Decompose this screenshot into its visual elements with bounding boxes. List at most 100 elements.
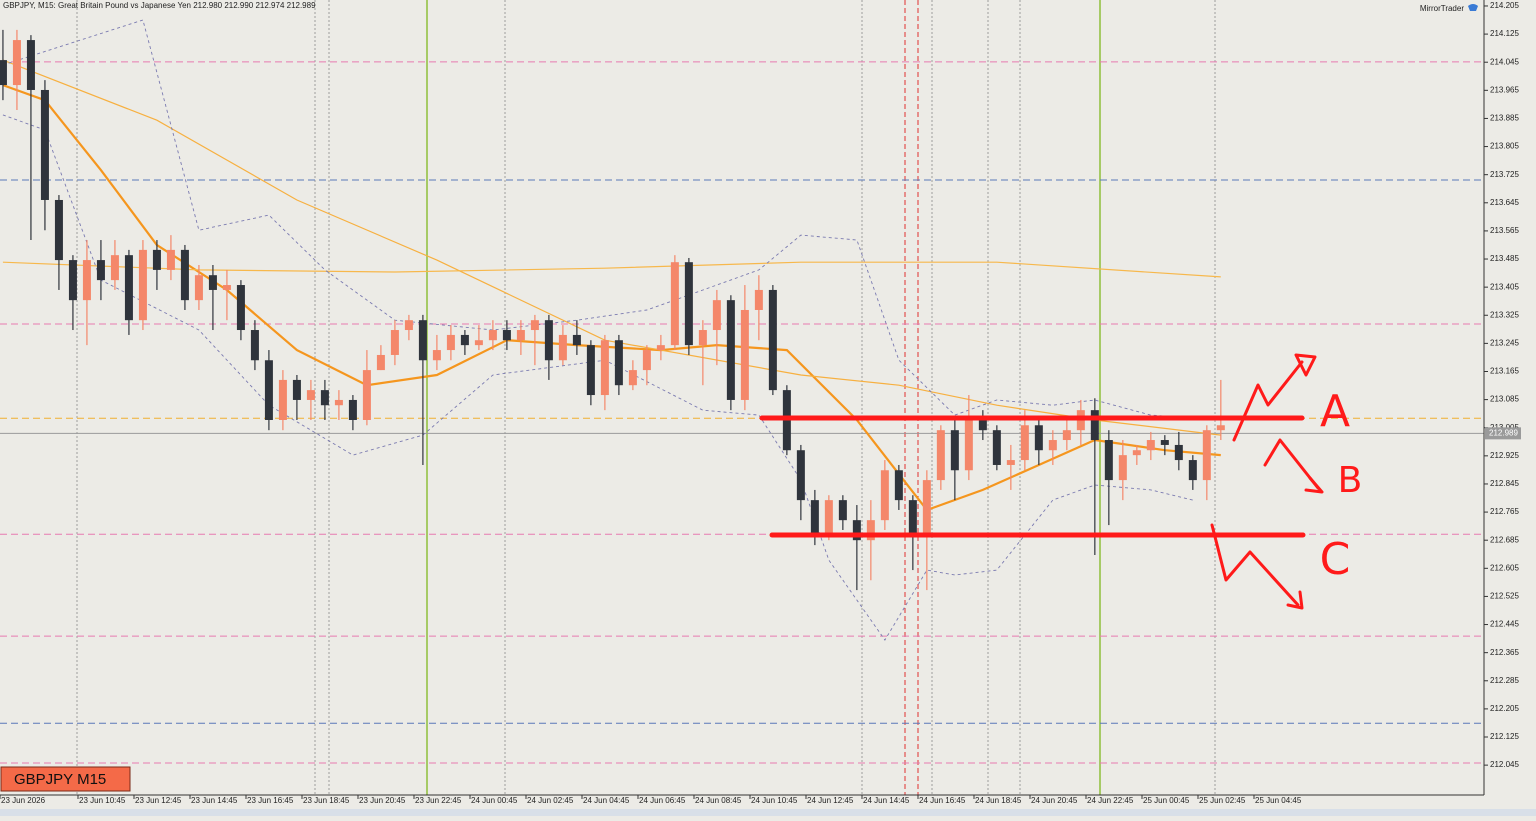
- y-tick-label: 213.165: [1490, 367, 1519, 376]
- brand-icon: [1468, 4, 1478, 11]
- annotation: C: [1320, 534, 1351, 585]
- candle-body: [264, 360, 273, 420]
- x-tick-label: 23 Jun 14:45: [191, 796, 238, 805]
- candle-body: [1132, 450, 1141, 456]
- annotation: A: [1320, 386, 1350, 437]
- x-tick-label: 23 Jun 2026: [1, 796, 46, 805]
- y-tick-label: 214.045: [1490, 57, 1519, 66]
- candle-body: [110, 255, 119, 281]
- x-tick-label: 25 Jun 00:45: [1143, 796, 1190, 805]
- candle-body: [194, 275, 203, 301]
- candle-body: [418, 320, 427, 361]
- x-tick-label: 23 Jun 22:45: [415, 796, 462, 805]
- candle-body: [1202, 430, 1211, 481]
- candle-body: [236, 285, 245, 331]
- candle-body: [376, 354, 385, 371]
- chart-title: GBPJPY, M15: Great Britain Pound vs Japa…: [3, 1, 316, 10]
- candle-body: [1174, 444, 1183, 461]
- badge-text: GBPJPY M15: [14, 771, 106, 788]
- y-tick-label: 213.645: [1490, 198, 1519, 207]
- y-tick-label: 212.525: [1490, 592, 1519, 601]
- y-tick-label: 212.685: [1490, 535, 1519, 544]
- drawings: [759, 353, 1324, 610]
- x-tick-label: 24 Jun 10:45: [751, 796, 798, 805]
- candle-body: [488, 330, 497, 341]
- badge: [0, 766, 131, 792]
- candle-body: [1104, 440, 1113, 481]
- candle-body: [838, 500, 847, 521]
- y-tick-label: 212.445: [1490, 620, 1519, 629]
- x-tick-label: 24 Jun 16:45: [919, 796, 966, 805]
- candle-body: [894, 470, 903, 501]
- candle-body: [936, 430, 945, 481]
- candle-body: [1048, 440, 1057, 451]
- candle-body: [586, 345, 595, 396]
- y-tick-label: 212.285: [1490, 676, 1519, 685]
- annotation: B: [1338, 460, 1363, 501]
- candle-body: [670, 262, 679, 346]
- candle-body: [278, 379, 287, 420]
- candle-body: [474, 340, 483, 346]
- candle-body: [544, 320, 553, 361]
- x-tick-label: 24 Jun 06:45: [639, 796, 686, 805]
- indicator-line: [2, 19, 1221, 421]
- x-tick-label: 23 Jun 10:45: [79, 796, 126, 805]
- candle-body: [1034, 425, 1043, 451]
- candle-body: [726, 300, 735, 400]
- candle-body: [852, 520, 861, 541]
- candle-body: [810, 500, 819, 536]
- candle-body: [306, 390, 315, 400]
- x-tick-label: 24 Jun 12:45: [807, 796, 854, 805]
- arrow-head: [1294, 353, 1317, 377]
- candle-body: [390, 330, 399, 355]
- candle-body: [642, 350, 651, 371]
- candle-body: [908, 500, 917, 536]
- x-tick-label: 24 Jun 18:45: [975, 796, 1022, 805]
- y-tick-label: 214.205: [1490, 1, 1519, 10]
- y-tick-label: 212.925: [1490, 451, 1519, 460]
- candle-body: [614, 340, 623, 386]
- candle-body: [866, 520, 875, 541]
- arrow-up: [1232, 360, 1304, 442]
- candle-body: [964, 419, 973, 471]
- candle-body: [96, 260, 105, 281]
- candle-body: [600, 340, 609, 396]
- candle-body: [40, 89, 49, 200]
- candle-body: [950, 430, 959, 471]
- arrow-head: [1286, 590, 1304, 610]
- y-tick-label: 213.885: [1490, 114, 1519, 123]
- y-tick-label: 212.045: [1490, 760, 1519, 769]
- candle-body: [222, 285, 231, 290]
- y-tick-label: 212.125: [1490, 732, 1519, 741]
- candle-body: [1118, 455, 1127, 481]
- candle-body: [768, 289, 777, 391]
- candle-body: [404, 320, 413, 331]
- y-tick-label: 213.245: [1490, 338, 1519, 347]
- candle-body: [124, 255, 133, 321]
- x-tick-label: 24 Jun 22:45: [1087, 796, 1134, 805]
- candle-body: [446, 334, 455, 351]
- axes: 214.205 214.125 214.045 213.965 213.885 213.8…: [0, 1, 1521, 805]
- y-tick-label: 213.085: [1490, 395, 1519, 404]
- candle-body: [1062, 430, 1071, 441]
- brand: MirrorTrader: [1420, 4, 1464, 13]
- candle-body: [922, 480, 931, 536]
- arrow-mid: [1263, 438, 1320, 490]
- candle-body: [516, 330, 525, 341]
- x-tick-label: 24 Jun 04:45: [583, 796, 630, 805]
- candle-body: [460, 334, 469, 346]
- candle-body: [292, 379, 301, 400]
- candle-body: [698, 330, 707, 346]
- price-tag-label: 212.989: [1489, 428, 1518, 437]
- y-tick-label: 214.125: [1490, 29, 1519, 38]
- candle-body: [250, 330, 259, 361]
- candle-body: [656, 345, 665, 351]
- candle-body: [334, 399, 343, 406]
- candle-body: [138, 249, 147, 321]
- candle-body: [712, 300, 721, 331]
- x-tick-label: 24 Jun 14:45: [863, 796, 910, 805]
- y-tick-label: 213.965: [1490, 85, 1519, 94]
